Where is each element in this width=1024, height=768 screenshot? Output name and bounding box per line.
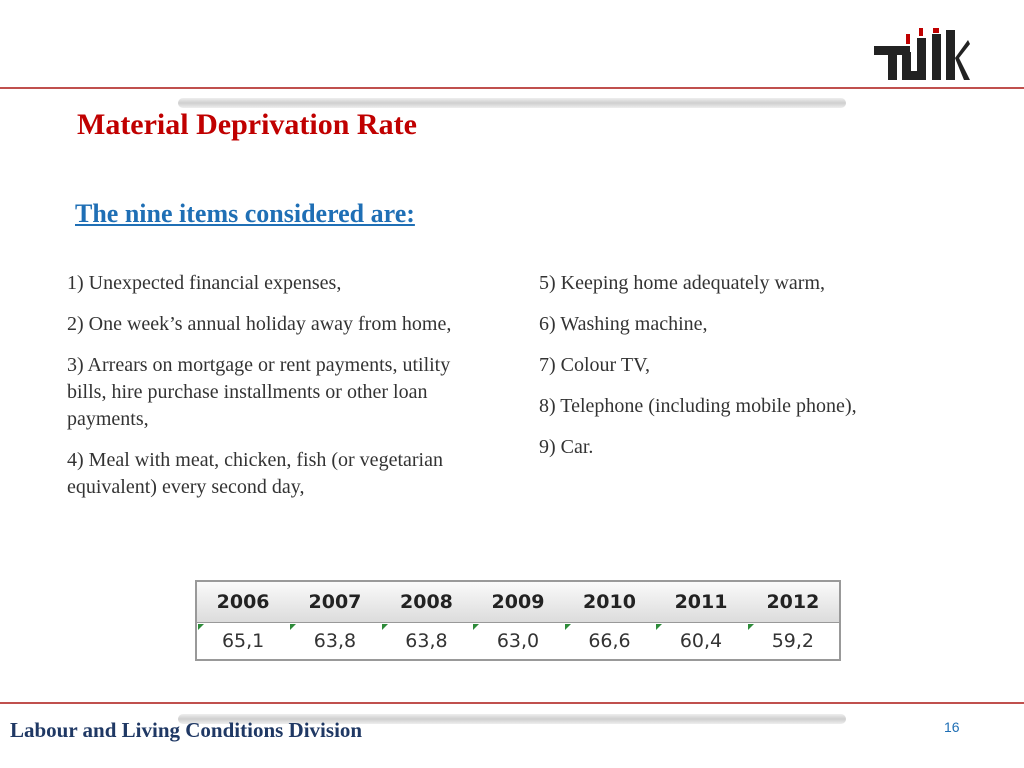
cell-text: 60,4: [679, 630, 723, 652]
column-header: 2012: [746, 581, 840, 623]
list-item: 2) One week’s annual holiday away from h…: [67, 313, 452, 335]
list-item: 6) Washing machine,: [539, 313, 708, 335]
column-header: 2006: [196, 581, 290, 623]
table-cell: 63,8: [381, 623, 473, 661]
header-row: 2006 2007 2008 2009 2010 2011 2012: [196, 581, 840, 623]
cell-text: 63,0: [496, 630, 540, 652]
list-item: 1) Unexpected financial expenses,: [67, 272, 342, 294]
table-row: 65,1 63,8 63,8 63,0 66,6 60,4 59,2: [196, 623, 840, 661]
cell-text: 63,8: [405, 630, 448, 652]
list-item: 4) Meal with meat, chicken, fish (or veg…: [67, 449, 443, 498]
footer-rule: [0, 702, 1024, 704]
table-cell: 60,4: [655, 623, 747, 661]
subtitle: The nine items considered are:: [75, 199, 415, 228]
cell-marker: [656, 624, 663, 630]
footer-text: Labour and Living Conditions Division: [10, 718, 363, 742]
table-cell: 66,6: [564, 623, 656, 661]
cell-text: 66,6: [588, 630, 631, 652]
cell-marker: [198, 624, 204, 630]
item-list: 1) Unexpected financial expenses, 2) One …: [67, 270, 487, 515]
column-header: 2008: [380, 581, 473, 623]
rate-table: 2006 2007 2008 2009 2010 2011 2012 65,1 63,8 63,8…: [195, 580, 841, 661]
column-header: 2009: [472, 581, 564, 623]
cell-text: 65,1: [221, 630, 265, 652]
list-item: 9) Car.: [539, 436, 594, 458]
cell-marker: [747, 624, 754, 630]
footer-shadow: [178, 714, 846, 724]
list-item: 5) Keeping home adequately warm,: [539, 272, 826, 294]
item-list: 5) Keeping home adequately warm, 6) Washi…: [539, 270, 959, 475]
header-shadow: [178, 98, 846, 108]
page-number: 16: [944, 719, 960, 735]
cell-text: 63,8: [313, 630, 357, 652]
table-cell: 65,1: [196, 623, 289, 661]
cell-marker: [381, 624, 388, 630]
column-header: 2007: [289, 581, 381, 623]
cell-text: 59,2: [771, 630, 815, 652]
list-item: 3) Arrears on mortgage or rent payments,…: [67, 354, 451, 430]
cell-marker: [564, 624, 571, 630]
logo: [874, 28, 970, 80]
list-item: 7) Colour TV,: [539, 354, 650, 376]
column-header: 2011: [655, 581, 747, 623]
slide-title: Material Deprivation Rate: [77, 108, 417, 141]
table-cell: 63,0: [472, 623, 564, 661]
cell-marker: [290, 624, 297, 630]
table-cell: 63,8: [289, 623, 381, 661]
header-rule: [0, 87, 1024, 89]
column-header: 2010: [563, 581, 656, 623]
cell-marker: [473, 624, 480, 630]
table-cell: 59,2: [747, 623, 840, 661]
list-item: 8) Telephone (including mobile phone),: [539, 395, 857, 417]
